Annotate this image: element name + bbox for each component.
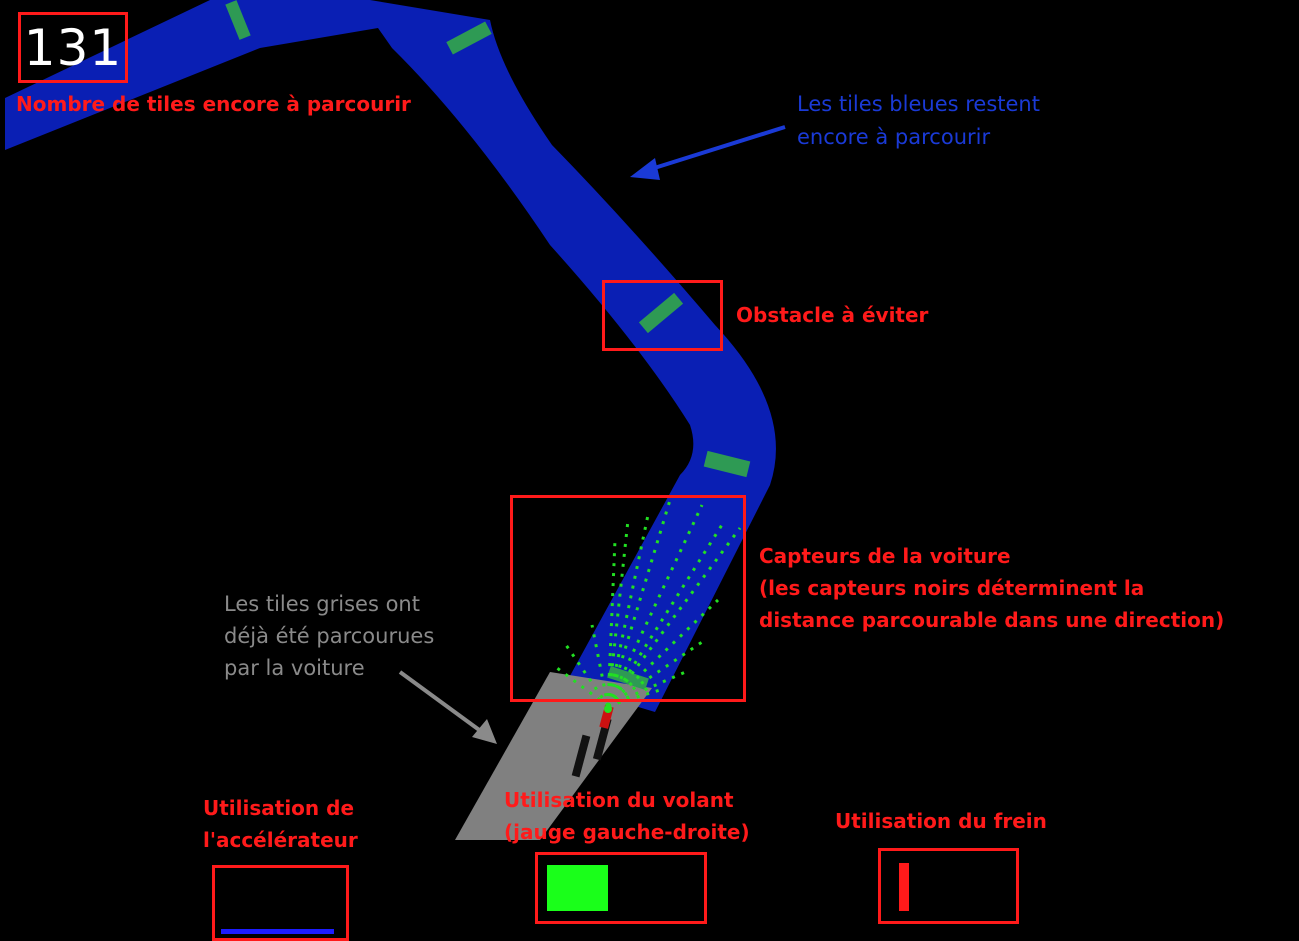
accelerator-gauge — [212, 865, 349, 941]
obstacle-highlight-box — [602, 280, 723, 351]
steering-gauge — [535, 852, 707, 924]
sensors-highlight-box — [510, 495, 746, 702]
arrow-gray-icon — [398, 670, 497, 744]
tiles-remaining-value: 131 — [23, 18, 123, 77]
accelerator-label: Utilisation de l'accélérateur — [203, 796, 358, 852]
brake-gauge-fill — [899, 863, 909, 911]
obstacle — [225, 0, 251, 40]
obstacle — [703, 450, 751, 478]
sensor-ray — [564, 644, 610, 707]
car — [571, 705, 614, 778]
sensors-note: Capteurs de la voiture (les capteurs noi… — [759, 544, 1225, 632]
sensor-ray — [606, 514, 650, 707]
steering-label: Utilisation du volant (jauge gauche-droi… — [504, 788, 750, 844]
obstacle-label: Obstacle à éviter — [736, 303, 929, 327]
sensor-ray — [606, 527, 742, 707]
remaining-track — [5, 0, 776, 712]
steering-gauge-fill — [547, 865, 608, 911]
obstacle — [638, 292, 684, 334]
sensor-ray — [590, 624, 610, 707]
gray-tiles-note: Les tiles grises ont déjà été parcourues… — [224, 592, 435, 680]
tiles-remaining-counter: 131 — [18, 12, 128, 83]
brake-gauge — [878, 848, 1019, 924]
accelerator-gauge-fill — [221, 929, 334, 934]
obstacle — [446, 21, 492, 55]
sensor-ray — [606, 519, 630, 707]
obstacle — [607, 666, 649, 690]
sensor-ray — [606, 504, 704, 707]
blue-tiles-note: Les tiles bleues restent encore à parcou… — [797, 92, 1040, 149]
arrow-blue-icon — [630, 125, 786, 180]
tiles-remaining-label: Nombre de tiles encore à parcourir — [16, 92, 411, 116]
brake-label: Utilisation du frein — [835, 809, 1047, 833]
